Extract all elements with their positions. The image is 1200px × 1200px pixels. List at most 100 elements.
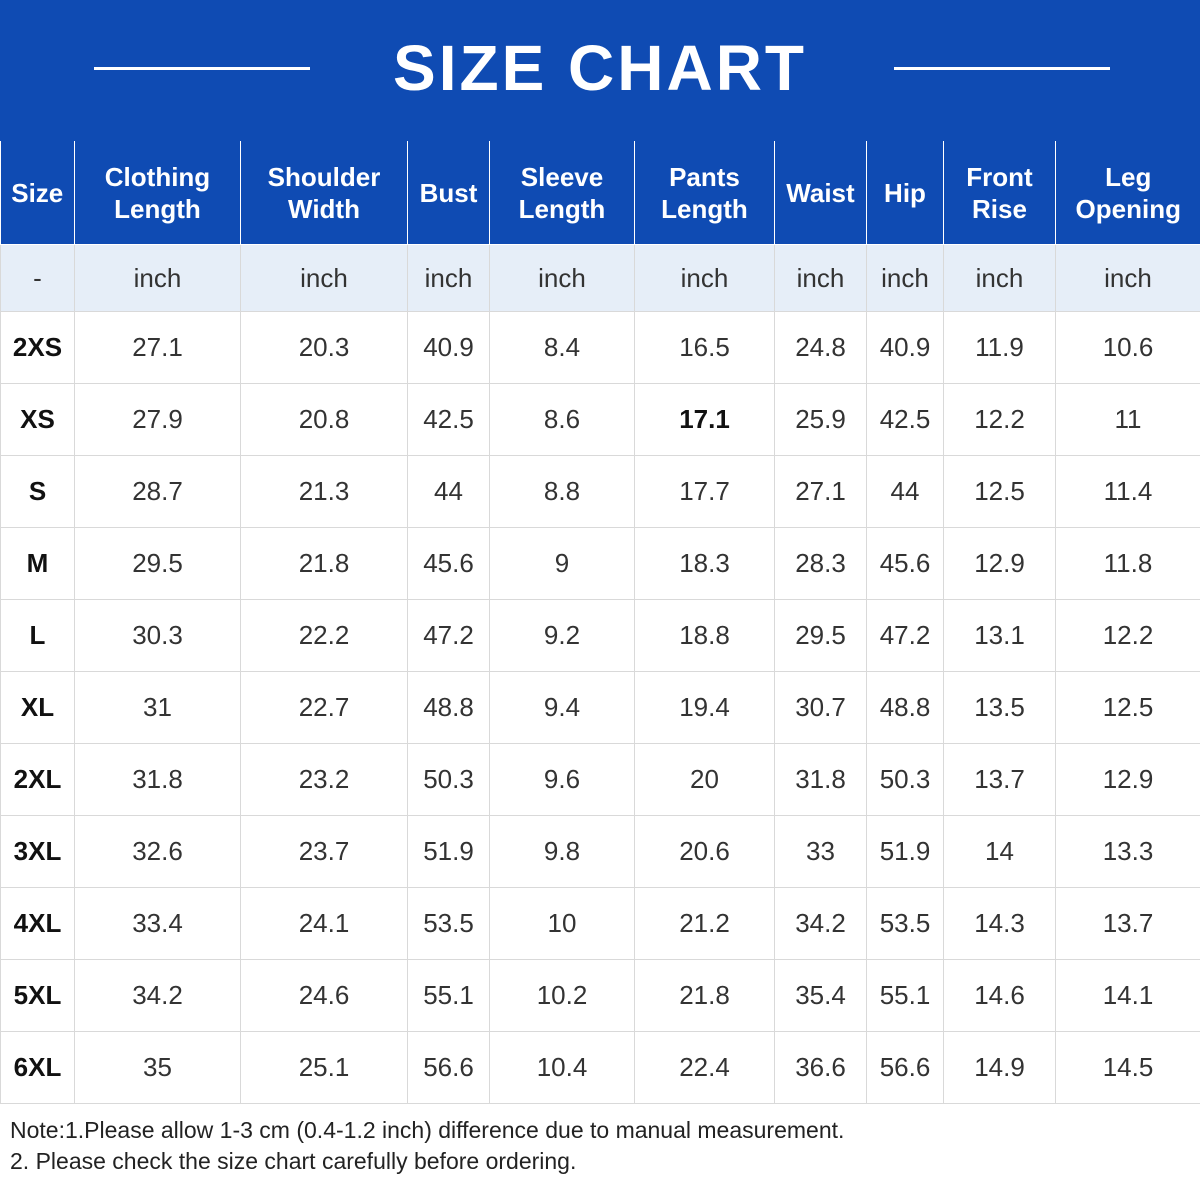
column-header-line: Length [661, 193, 748, 224]
table-row: XS 27.9 20.8 42.5 8.6 17.1 25.9 42.5 12.2 11 [0, 383, 1200, 456]
column-header-6: Waist [774, 141, 867, 245]
table-cell: 36.6 [774, 1031, 867, 1104]
table-cell: 23.7 [240, 815, 408, 888]
column-header-line: Length [114, 193, 201, 224]
table-cell: 19.4 [634, 671, 775, 744]
table-cell: 45.6 [866, 527, 944, 600]
table-row: S 28.7 21.3 44 8.8 17.7 27.1 44 12.5 11.4 [0, 455, 1200, 528]
table-cell: 27.1 [774, 455, 867, 528]
table-cell: 23.2 [240, 743, 408, 816]
table-cell: 20.6 [634, 815, 775, 888]
table-cell: 31.8 [74, 743, 241, 816]
table-cell: 13.5 [943, 671, 1056, 744]
table-cell: 10.4 [489, 1031, 635, 1104]
notes: Note:1.Please allow 1-3 cm (0.4-1.2 inch… [10, 1115, 844, 1177]
table-cell: 35.4 [774, 959, 867, 1032]
column-header-2: Shoulder Width [240, 141, 408, 245]
table-row: 2XL 31.8 23.2 50.3 9.6 20 31.8 50.3 13.7 12.9 [0, 743, 1200, 816]
table-cell: 11.4 [1055, 455, 1200, 528]
table-cell: 22.7 [240, 671, 408, 744]
table-row: 5XL 34.2 24.6 55.1 10.2 21.8 35.4 55.1 14.6 14.1 [0, 959, 1200, 1032]
unit-cell: inch [634, 244, 775, 312]
table-cell: 27.9 [74, 383, 241, 456]
table-cell: 17.1 [634, 383, 775, 456]
table-row: M 29.5 21.8 45.6 9 18.3 28.3 45.6 12.9 11.8 [0, 527, 1200, 600]
table-cell: 51.9 [866, 815, 944, 888]
size-label-cell: 5XL [0, 959, 75, 1032]
table-row: L 30.3 22.2 47.2 9.2 18.8 29.5 47.2 13.1 12.2 [0, 599, 1200, 672]
table-cell: 13.7 [1055, 887, 1200, 960]
table-row: 6XL 35 25.1 56.6 10.4 22.4 36.6 56.6 14.9 14.5 [0, 1031, 1200, 1104]
table-body: 2XS 27.1 20.3 40.9 8.4 16.5 24.8 40.9 11.9 10.6 XS… [0, 311, 1200, 1104]
table-cell: 9.6 [489, 743, 635, 816]
table-cell: 42.5 [866, 383, 944, 456]
table-cell: 20.8 [240, 383, 408, 456]
table-cell: 14.6 [943, 959, 1056, 1032]
unit-cell: inch [240, 244, 408, 312]
table-cell: 24.8 [774, 311, 867, 384]
size-label-cell: 3XL [0, 815, 75, 888]
table-cell: 32.6 [74, 815, 241, 888]
table-cell: 50.3 [866, 743, 944, 816]
table-cell: 35 [74, 1031, 241, 1104]
column-header-line: Size [11, 177, 64, 208]
column-header-4: Sleeve Length [489, 141, 635, 245]
column-header-line: Opening [1075, 193, 1181, 224]
size-label-cell: S [0, 455, 75, 528]
column-header-line: Shoulder [267, 161, 381, 192]
table-cell: 31 [74, 671, 241, 744]
column-header-7: Hip [866, 141, 944, 245]
note-line-1: Note:1.Please allow 1-3 cm (0.4-1.2 inch… [10, 1117, 845, 1143]
table-cell: 10.6 [1055, 311, 1200, 384]
table-cell: 56.6 [407, 1031, 490, 1104]
column-header-3: Bust [407, 141, 490, 245]
table-cell: 13.3 [1055, 815, 1200, 888]
table-cell: 45.6 [407, 527, 490, 600]
unit-cell: - [0, 244, 75, 312]
table-cell: 44 [407, 455, 490, 528]
size-label-cell: XS [0, 383, 75, 456]
table-cell: 24.6 [240, 959, 408, 1032]
unit-row: - inch inch inch inch inch inch inch inch inch [0, 244, 1200, 312]
table-cell: 25.1 [240, 1031, 408, 1104]
table-cell: 51.9 [407, 815, 490, 888]
size-label-cell: 2XL [0, 743, 75, 816]
table-row: 2XS 27.1 20.3 40.9 8.4 16.5 24.8 40.9 11.9 10.6 [0, 311, 1200, 384]
table-cell: 10 [489, 887, 635, 960]
table-cell: 21.2 [634, 887, 775, 960]
column-header-line: Width [288, 193, 360, 224]
table-cell: 18.8 [634, 599, 775, 672]
column-header-5: Pants Length [634, 141, 775, 245]
unit-cell: inch [866, 244, 944, 312]
table-cell: 53.5 [407, 887, 490, 960]
table-cell: 9.4 [489, 671, 635, 744]
table-cell: 12.9 [943, 527, 1056, 600]
note-line-2: 2. Please check the size chart carefully… [10, 1148, 577, 1174]
table-cell: 24.1 [240, 887, 408, 960]
table-cell: 10.2 [489, 959, 635, 1032]
table-cell: 9 [489, 527, 635, 600]
title-rule-left [94, 67, 310, 70]
table-cell: 8.4 [489, 311, 635, 384]
table-cell: 22.4 [634, 1031, 775, 1104]
unit-cell: inch [943, 244, 1056, 312]
page-title: SIZE CHART [393, 32, 807, 104]
column-header-line: Waist [786, 177, 855, 208]
title-banner: SIZE CHART [0, 0, 1200, 141]
table-cell: 21.3 [240, 455, 408, 528]
table-cell: 11 [1055, 383, 1200, 456]
table-cell: 18.3 [634, 527, 775, 600]
table-cell: 12.5 [1055, 671, 1200, 744]
column-header-line: Rise [972, 193, 1027, 224]
column-header-line: Bust [419, 177, 478, 208]
table-cell: 53.5 [866, 887, 944, 960]
size-label-cell: L [0, 599, 75, 672]
table-cell: 16.5 [634, 311, 775, 384]
table-row: 4XL 33.4 24.1 53.5 10 21.2 34.2 53.5 14.3 13.7 [0, 887, 1200, 960]
table-header-row: Size Clothing Length Shoulder Width Bust Sleev… [0, 141, 1200, 245]
column-header-1: Clothing Length [74, 141, 241, 245]
column-header-line: Leg [1105, 161, 1152, 192]
table-cell: 31.8 [774, 743, 867, 816]
table-cell: 9.8 [489, 815, 635, 888]
table-cell: 34.2 [774, 887, 867, 960]
